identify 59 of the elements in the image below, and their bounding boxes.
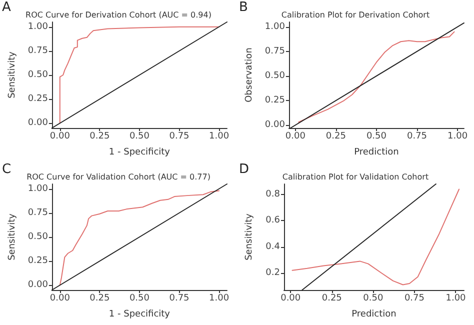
y-tick-label: 0.6: [266, 216, 280, 226]
x-tick-label: 0.00: [280, 294, 301, 304]
y-tick-label: 0.2: [266, 268, 280, 278]
x-tick-label: 0.25: [322, 294, 342, 304]
x-tick-label: 0.00: [50, 294, 70, 304]
x-tick-label: 0.75: [404, 294, 424, 304]
x-axis-title: 1 - Specificity: [108, 148, 171, 158]
x-tick-label: 0.75: [169, 294, 190, 304]
x-tick-label: 0.25: [326, 132, 346, 142]
text: B: [239, 0, 248, 15]
y-tick-label: 0.75: [28, 208, 48, 218]
y-tick-label: 0.4: [266, 242, 280, 252]
x-axis-title: 1 - Specificity: [108, 310, 171, 320]
y-tick-label: 0.75: [28, 46, 48, 56]
x-tick-label: 0.50: [129, 294, 150, 304]
x-tick-label: 0.50: [129, 132, 150, 142]
x-axis-title: Prediction: [354, 148, 399, 158]
x-tick-label: 0.00: [285, 132, 306, 142]
text: C: [2, 162, 12, 177]
chart-title: Calibration Plot for Validation Cohort: [282, 172, 429, 182]
y-tick-label: 0.75: [264, 46, 285, 56]
y-axis-title: Sensitivity: [8, 50, 18, 98]
y-tick-label: 0.00: [264, 120, 286, 130]
x-tick-label: 0.75: [169, 132, 190, 142]
y-tick-label: 0.50: [264, 70, 286, 81]
chart-title: Calibration Plot for Derivation Cohort: [281, 10, 430, 20]
y-tick-label: 1.00: [28, 184, 48, 194]
x-tick-label: 1.00: [209, 132, 230, 142]
y-tick-label: 0.25: [28, 256, 48, 266]
y-tick-label: 0.25: [264, 96, 285, 106]
x-tick-label: 0.25: [90, 294, 110, 304]
y-tick-label: 0.25: [28, 94, 48, 104]
line-series: [292, 188, 460, 286]
y-tick-label: 0.00: [28, 118, 48, 128]
x-tick-label: 0.50: [363, 294, 384, 304]
line-series: [59, 26, 220, 124]
y-tick-label: 0.8: [266, 189, 280, 200]
text: A: [2, 0, 11, 15]
text: D: [239, 162, 250, 177]
x-axis-title: Prediction: [352, 310, 396, 320]
line-series: [298, 31, 455, 123]
x-tick-label: 0.25: [90, 132, 110, 142]
x-tick-label: 0.50: [366, 132, 387, 142]
y-tick-label: 0.50: [28, 70, 48, 80]
y-tick-label: 0.00: [28, 280, 48, 290]
chart-title: ROC Curve for Validation Cohort (AUC = 0.77): [26, 172, 210, 182]
y-axis-title: Sensitivity: [244, 212, 254, 260]
x-tick-label: 1.00: [447, 132, 468, 142]
x-tick-label: 0.75: [406, 132, 428, 142]
y-tick-label: 0.50: [28, 232, 48, 242]
y-axis-title: Observation: [244, 48, 254, 102]
x-tick-label: 1.00: [209, 294, 230, 304]
y-tick-label: 1.00: [28, 22, 48, 32]
y-tick-label: 1.00: [264, 22, 286, 32]
chart-title: ROC Curve for Derivation Cohort (AUC = 0.94): [26, 10, 212, 20]
x-tick-label: 0.00: [50, 132, 70, 142]
y-axis-title: Sensitivity: [8, 212, 18, 260]
line-series: [59, 190, 220, 286]
x-tick-label: 1.00: [446, 294, 466, 304]
